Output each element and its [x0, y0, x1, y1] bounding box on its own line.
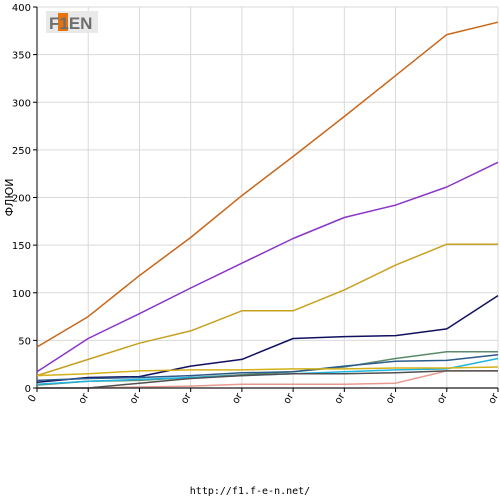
y-tick-label: 300: [12, 98, 31, 109]
y-tick-label: 0: [25, 384, 31, 395]
logo-text: F1EN: [49, 14, 92, 33]
x-tick-label: or: [77, 391, 92, 406]
series-line-3: [36, 243, 498, 377]
x-tick-label: or: [384, 391, 399, 406]
grid: [36, 6, 499, 389]
logo-graphic: F1EN: [46, 11, 98, 33]
y-tick-label: 100: [12, 289, 31, 300]
x-tick-label: 0: [26, 393, 39, 404]
x-tick-label: or: [435, 391, 450, 406]
x-tick-label: or: [487, 391, 500, 406]
series-group: [36, 21, 499, 389]
series-line-8: [36, 366, 499, 377]
x-tick-label: or: [333, 391, 348, 406]
series-line-10: [37, 370, 498, 389]
y-tick-label: 150: [12, 241, 31, 252]
y-ticks: 0 50 100 150 200 250 300 350 400: [12, 3, 37, 395]
series-line-4: [36, 294, 499, 384]
x-tick-label: or: [230, 391, 245, 406]
x-tick-label: or: [179, 391, 194, 406]
series-line-6: [36, 353, 499, 382]
y-tick-label: 400: [12, 3, 31, 14]
y-axis-label: ФЛЮИ: [3, 179, 16, 217]
y-tick-label: 350: [12, 51, 31, 62]
footer-url[interactable]: http://f1.f-e-n.net/: [189, 486, 311, 497]
x-tick-label: or: [282, 391, 297, 406]
site-logo: F1EN: [46, 9, 98, 35]
y-tick-label: 250: [12, 146, 31, 157]
series-line-2: [36, 161, 499, 373]
x-tick-label: or: [128, 391, 143, 406]
y-tick-label: 50: [18, 336, 31, 347]
series-line-1: [36, 21, 499, 348]
y-tick-label: 200: [12, 194, 31, 205]
x-ticks: 0 or or or or or or or or or: [26, 388, 500, 406]
